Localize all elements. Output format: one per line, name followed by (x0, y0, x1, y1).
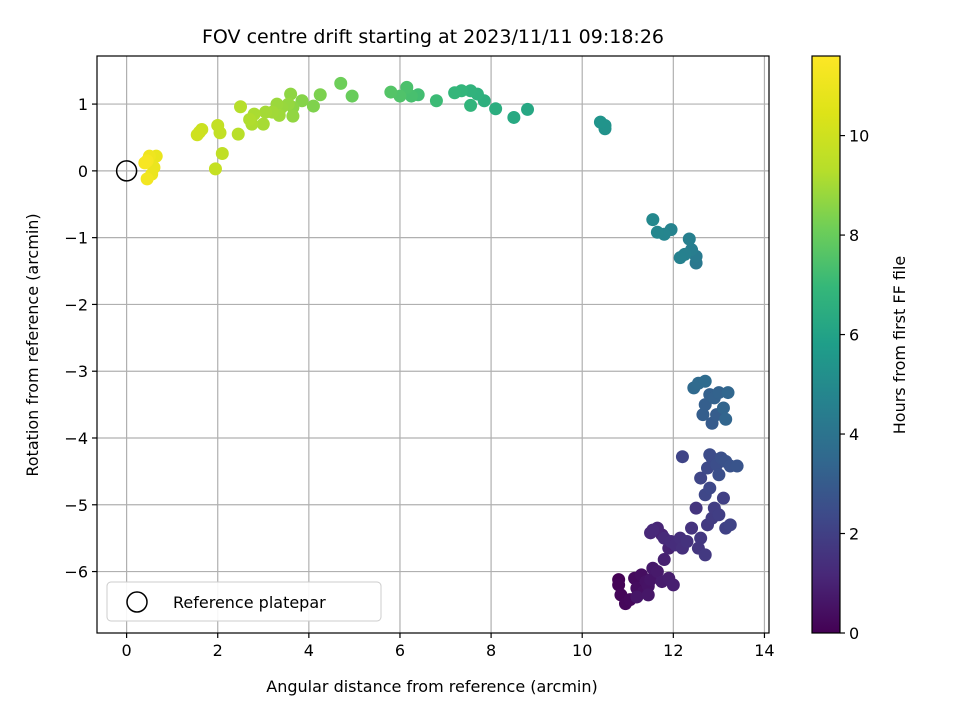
colorbar-tick-label: 6 (849, 326, 859, 345)
colorbar: 0 2 4 6 8 10 Hours from first FF file (811, 55, 909, 643)
data-point-103 (284, 87, 298, 101)
data-point-94 (400, 80, 414, 94)
data-point-63 (716, 401, 730, 415)
data-point-116 (231, 127, 245, 141)
x-tick-label: 12 (663, 641, 683, 660)
data-point-96 (384, 85, 398, 99)
data-point-130 (138, 156, 152, 170)
data-point-15 (650, 565, 664, 579)
y-tick-label: −1 (64, 229, 88, 248)
data-point-32 (689, 501, 703, 515)
data-point-81 (593, 115, 607, 129)
legend-label: Reference platepar (173, 593, 326, 612)
data-point-111 (256, 117, 270, 131)
data-point-100 (306, 99, 320, 113)
x-tick-label: 14 (754, 641, 774, 660)
y-tick-label: −6 (64, 563, 88, 582)
data-point-104 (286, 109, 300, 123)
legend-box (106, 581, 382, 622)
data-point-128 (140, 172, 154, 186)
x-axis-label: Angular distance from reference (arcmin) (266, 677, 597, 696)
y-tick-label: −5 (64, 496, 88, 515)
colorbar-label: Hours from first FF file (890, 256, 909, 435)
data-point-99 (313, 88, 327, 102)
colorbar-tick-label: 8 (849, 226, 859, 245)
data-point-123 (190, 128, 204, 142)
plot-frame (96, 55, 770, 634)
data-points (138, 76, 744, 611)
data-point-68 (698, 374, 712, 388)
colorbar-gradient (811, 55, 841, 634)
data-point-40 (716, 491, 730, 505)
data-point-87 (464, 84, 478, 98)
reference-platepar-marker (115, 160, 138, 182)
data-point-49 (703, 448, 717, 462)
data-point-114 (243, 112, 257, 126)
data-point-19 (657, 553, 671, 567)
data-point-24 (646, 523, 660, 537)
x-tick-label: 8 (486, 641, 496, 660)
x-tick-label: 2 (213, 641, 223, 660)
data-point-18 (666, 578, 680, 592)
data-point-90 (448, 86, 462, 100)
y-axis-label: Rotation from reference (arcmin) (23, 213, 42, 476)
legend: Reference platepar (106, 581, 382, 622)
data-point-74 (673, 251, 687, 265)
data-point-72 (682, 232, 696, 246)
data-point-62 (712, 386, 726, 400)
data-point-88 (464, 98, 478, 112)
colorbar-tick-label: 2 (849, 525, 859, 544)
data-point-117 (215, 147, 229, 161)
data-point-119 (211, 118, 225, 132)
data-point-31 (685, 521, 699, 535)
legend-marker (126, 591, 148, 613)
reference-layer (115, 160, 138, 182)
colorbar-tick-label: 4 (849, 425, 859, 444)
y-tick-label: 1 (78, 95, 88, 114)
data-point-84 (489, 102, 503, 116)
data-point-30 (680, 535, 694, 549)
data-point-46 (703, 481, 717, 495)
x-tick-label: 0 (122, 641, 132, 660)
data-point-110 (259, 105, 273, 119)
y-tick-label: −2 (64, 295, 88, 314)
data-point-83 (507, 110, 521, 124)
x-tick-label: 6 (395, 641, 405, 660)
colorbar-tick-label: 10 (849, 127, 869, 146)
data-point-55 (730, 459, 744, 473)
data-point-64 (719, 412, 733, 426)
data-point-44 (694, 471, 708, 485)
colorbar-tick-label: 0 (849, 624, 859, 643)
data-point-65 (721, 386, 735, 400)
data-point-42 (723, 518, 737, 532)
data-point-78 (646, 213, 660, 227)
data-point-39 (712, 508, 726, 522)
data-point-51 (712, 468, 726, 482)
data-point-43 (675, 450, 689, 464)
data-point-91 (429, 94, 443, 108)
x-tick-label: 10 (572, 641, 592, 660)
data-point-1 (612, 578, 626, 592)
data-point-120 (208, 162, 222, 176)
colorbar-ticks: 0 2 4 6 8 10 (840, 127, 869, 643)
data-point-13 (641, 588, 655, 602)
data-point-82 (521, 102, 535, 116)
data-point-34 (694, 531, 708, 545)
chart-title: FOV centre drift starting at 2023/11/11 … (202, 26, 664, 48)
y-tick-label: −3 (64, 362, 88, 381)
data-point-101 (295, 94, 309, 108)
data-point-59 (698, 398, 712, 412)
data-point-35 (698, 548, 712, 562)
y-tick-label: −4 (64, 429, 88, 448)
data-point-115 (234, 100, 248, 114)
data-point-12 (630, 590, 644, 604)
data-point-97 (345, 89, 359, 103)
data-point-58 (696, 408, 710, 422)
data-point-98 (334, 76, 348, 90)
x-tick-label: 4 (304, 641, 314, 660)
y-tick-label: 0 (78, 162, 88, 181)
data-point-77 (650, 225, 664, 239)
